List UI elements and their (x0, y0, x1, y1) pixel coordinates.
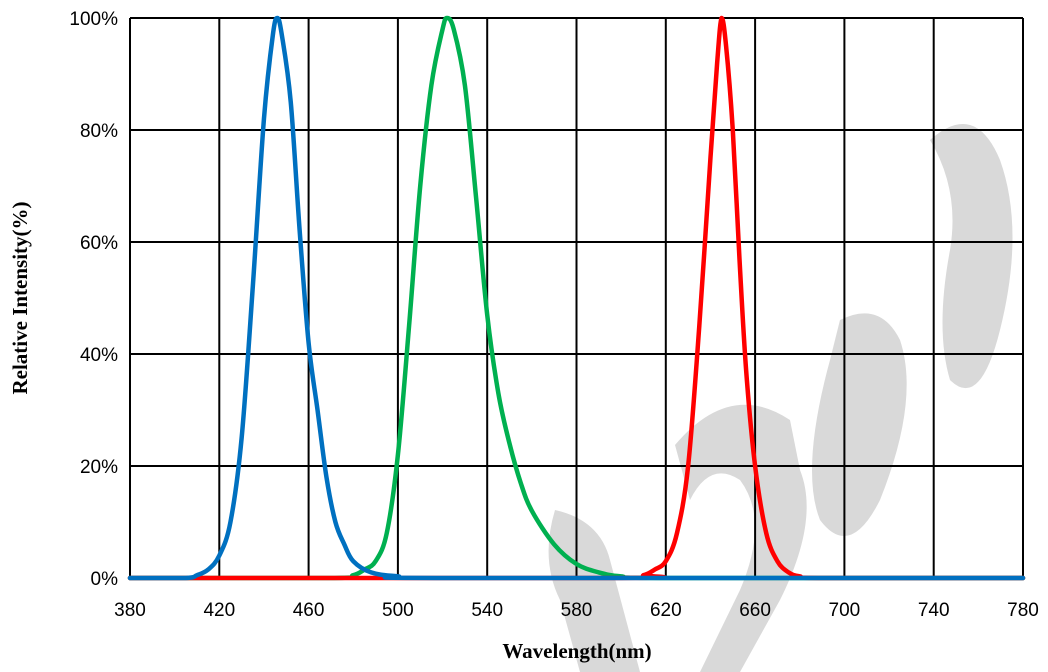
x-tick-label: 380 (114, 600, 146, 621)
y-tick-label: 40% (80, 345, 118, 366)
x-tick-label: 620 (650, 600, 682, 621)
y-tick-label: 60% (80, 233, 118, 254)
x-tick-label: 540 (471, 600, 503, 621)
watermark-stroke-3 (812, 313, 907, 536)
x-tick-label: 700 (829, 600, 861, 621)
watermark-stroke-1 (548, 510, 640, 672)
x-tick-label: 780 (1007, 600, 1039, 621)
ticks-layer: 380 420 460 500 540 580 620 660 700 740 780 0% 20% 40… (69, 9, 1038, 621)
x-axis-title: Wavelength(nm) (502, 639, 651, 663)
series-line-blue (127, 15, 1026, 581)
y-axis-title: Relative Intensity(%) (8, 201, 32, 394)
series-layer (127, 15, 1026, 581)
watermark-graphic (548, 124, 1013, 672)
series-line-green (127, 15, 1026, 581)
y-tick-label: 100% (69, 9, 118, 30)
watermark-stroke-4 (930, 124, 1013, 389)
series-line-red (127, 15, 1026, 581)
x-tick-label: 740 (918, 600, 950, 621)
x-tick-label: 500 (382, 600, 414, 621)
x-tick-label: 460 (293, 600, 325, 621)
y-tick-label: 80% (80, 121, 118, 142)
y-tick-label: 0% (91, 569, 119, 590)
watermark-stroke-2 (675, 404, 807, 672)
x-tick-label: 580 (561, 600, 593, 621)
y-tick-label: 20% (80, 457, 118, 478)
x-tick-label: 420 (203, 600, 235, 621)
x-tick-label: 660 (739, 600, 771, 621)
